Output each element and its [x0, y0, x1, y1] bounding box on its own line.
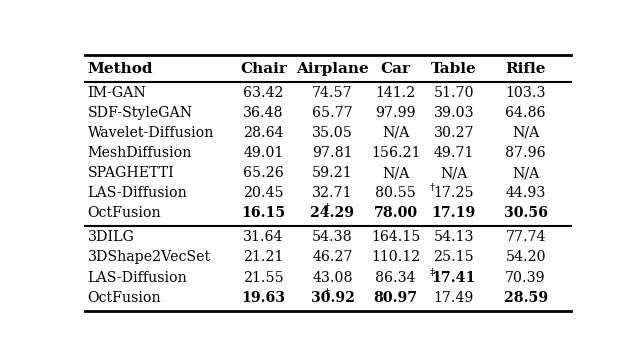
Text: 63.42: 63.42 [243, 86, 284, 100]
Text: 103.3: 103.3 [506, 86, 546, 100]
Text: ‡: ‡ [429, 267, 435, 277]
Text: 31.64: 31.64 [243, 230, 284, 245]
Text: 46.27: 46.27 [312, 251, 353, 265]
Text: 49.01: 49.01 [243, 146, 284, 160]
Text: 35.05: 35.05 [312, 126, 353, 140]
Text: 25.15: 25.15 [433, 251, 474, 265]
Text: 110.12: 110.12 [371, 251, 420, 265]
Text: 80.97: 80.97 [374, 291, 418, 305]
Text: ‡: ‡ [324, 288, 330, 297]
Text: MeshDiffusion: MeshDiffusion [88, 146, 192, 160]
Text: OctFusion: OctFusion [88, 291, 161, 305]
Text: 97.99: 97.99 [376, 106, 416, 120]
Text: 32.71: 32.71 [312, 186, 353, 200]
Text: N/A: N/A [440, 166, 467, 180]
Text: SDF-StyleGAN: SDF-StyleGAN [88, 106, 193, 120]
Text: †: † [429, 183, 435, 192]
Text: Method: Method [88, 62, 153, 76]
Text: 141.2: 141.2 [376, 86, 416, 100]
Text: 17.19: 17.19 [431, 206, 476, 221]
Text: IM-GAN: IM-GAN [88, 86, 146, 100]
Text: 97.81: 97.81 [312, 146, 353, 160]
Text: 156.21: 156.21 [371, 146, 420, 160]
Text: 24.29: 24.29 [310, 206, 355, 221]
Text: 21.55: 21.55 [243, 271, 284, 285]
Text: 36.48: 36.48 [243, 106, 284, 120]
Text: 39.03: 39.03 [433, 106, 474, 120]
Text: 64.86: 64.86 [506, 106, 546, 120]
Text: Car: Car [381, 62, 411, 76]
Text: 54.20: 54.20 [506, 251, 546, 265]
Text: 65.77: 65.77 [312, 106, 353, 120]
Text: Airplane: Airplane [296, 62, 369, 76]
Text: 77.74: 77.74 [506, 230, 546, 245]
Text: 49.71: 49.71 [433, 146, 474, 160]
Text: N/A: N/A [382, 126, 410, 140]
Text: 54.38: 54.38 [312, 230, 353, 245]
Text: 28.64: 28.64 [243, 126, 284, 140]
Text: 3DShape2VecSet: 3DShape2VecSet [88, 251, 211, 265]
Text: N/A: N/A [382, 166, 410, 180]
Text: 86.34: 86.34 [376, 271, 416, 285]
Text: LAS-Diffusion: LAS-Diffusion [88, 186, 187, 200]
Text: OctFusion: OctFusion [88, 206, 161, 221]
Text: 65.26: 65.26 [243, 166, 284, 180]
Text: Chair: Chair [240, 62, 287, 76]
Text: 19.63: 19.63 [241, 291, 285, 305]
Text: LAS-Diffusion: LAS-Diffusion [88, 271, 187, 285]
Text: N/A: N/A [512, 126, 540, 140]
Text: 17.41: 17.41 [431, 271, 476, 285]
Text: 54.13: 54.13 [433, 230, 474, 245]
Text: 17.25: 17.25 [433, 186, 474, 200]
Text: †: † [324, 203, 330, 212]
Text: 21.21: 21.21 [243, 251, 284, 265]
Text: 74.57: 74.57 [312, 86, 353, 100]
Text: 28.59: 28.59 [504, 291, 548, 305]
Text: 164.15: 164.15 [371, 230, 420, 245]
Text: 20.45: 20.45 [243, 186, 284, 200]
Text: Table: Table [431, 62, 477, 76]
Text: 3DILG: 3DILG [88, 230, 134, 245]
Text: Wavelet-Diffusion: Wavelet-Diffusion [88, 126, 214, 140]
Text: 30.56: 30.56 [504, 206, 548, 221]
Text: 78.00: 78.00 [374, 206, 418, 221]
Text: 80.55: 80.55 [375, 186, 416, 200]
Text: 17.49: 17.49 [433, 291, 474, 305]
Text: N/A: N/A [512, 166, 540, 180]
Text: 30.92: 30.92 [310, 291, 355, 305]
Text: Rifle: Rifle [506, 62, 546, 76]
Text: 43.08: 43.08 [312, 271, 353, 285]
Text: 30.27: 30.27 [433, 126, 474, 140]
Text: 87.96: 87.96 [506, 146, 546, 160]
Text: 16.15: 16.15 [241, 206, 285, 221]
Text: SPAGHETTI: SPAGHETTI [88, 166, 174, 180]
Text: 70.39: 70.39 [506, 271, 546, 285]
Text: 51.70: 51.70 [433, 86, 474, 100]
Text: 44.93: 44.93 [506, 186, 546, 200]
Text: 59.21: 59.21 [312, 166, 353, 180]
